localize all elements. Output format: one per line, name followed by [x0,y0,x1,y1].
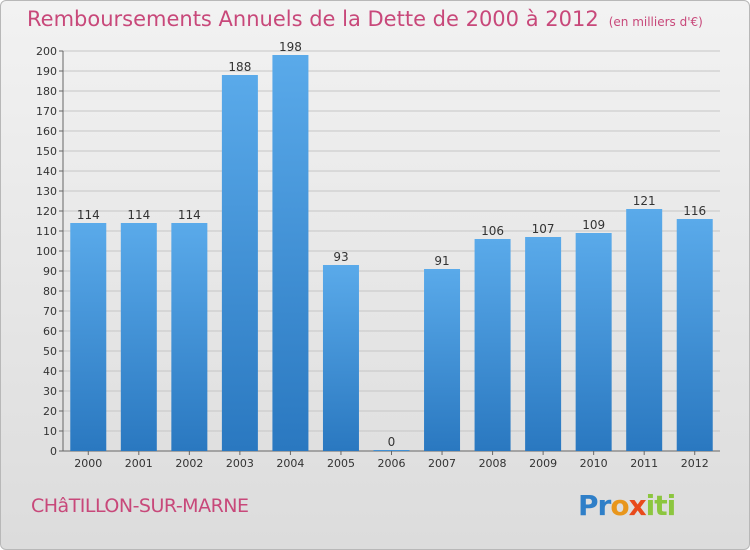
bar-2003 [221,75,258,451]
x-tick-label-2010: 2010 [580,457,608,470]
y-tick-label: 40 [43,365,57,378]
x-tick-label-2004: 2004 [276,457,304,470]
bar-2001 [120,223,157,451]
x-tick-label-2008: 2008 [479,457,507,470]
bar-2008 [474,239,511,451]
y-tick-label: 150 [36,145,57,158]
data-label-2012: 116 [683,204,706,218]
data-label-2006: 0 [388,435,396,449]
y-tick-label: 90 [43,265,57,278]
data-label-2002: 114 [178,208,201,222]
x-tick-label-2011: 2011 [630,457,658,470]
x-tick-label-2002: 2002 [175,457,203,470]
bar-2006 [373,450,410,451]
bar-2012 [676,219,713,451]
y-tick-label: 130 [36,185,57,198]
y-tick-label: 180 [36,85,57,98]
bar-chart: 0 10 20 30 40 50 60 70 80 90 100 110 120 130 140 150 160… [36,40,720,470]
x-tick-label-2000: 2000 [74,457,102,470]
y-tick-label: 80 [43,285,57,298]
logo-part-3: x [628,489,647,522]
y-tick-label: 50 [43,345,57,358]
y-tick-label: 70 [43,305,57,318]
y-tick-label: 10 [43,425,57,438]
data-label-2000: 114 [77,208,100,222]
chart-title: Remboursements Annuels de la Dette de 20… [27,7,703,31]
bar-2002 [171,223,208,451]
x-tick-label-2006: 2006 [378,457,406,470]
bar-2004 [272,55,309,451]
x-tick-label-2003: 2003 [226,457,254,470]
data-label-2005: 93 [333,250,348,264]
bar-2010 [575,233,612,451]
bars: 114 114 114 188 198 93 0 91 106 107 109 121 116 [70,40,713,451]
y-tick-label: 110 [36,225,57,238]
x-tick-label-2007: 2007 [428,457,456,470]
bar-2005 [322,265,359,451]
x-tick-label-2009: 2009 [529,457,557,470]
y-tick-label: 140 [36,165,57,178]
y-tick-label: 0 [50,445,57,458]
data-label-2003: 188 [228,60,251,74]
y-tick-label: 160 [36,125,57,138]
y-tick-label: 100 [36,245,57,258]
data-label-2009: 107 [532,222,555,236]
data-label-2011: 121 [633,194,656,208]
bar-2000 [70,223,107,451]
y-tick-label: 200 [36,45,57,58]
logo-part-1: Pr [578,489,611,522]
x-tick-label-2001: 2001 [125,457,153,470]
data-label-2010: 109 [582,218,605,232]
y-tick-label: 60 [43,325,57,338]
bar-2007 [424,269,461,451]
y-tick-label: 120 [36,205,57,218]
data-label-2007: 91 [434,254,449,268]
y-tick-label: 30 [43,385,57,398]
unit-label: (en milliers d'€) [608,15,703,29]
y-tick-label: 190 [36,65,57,78]
y-tick-label: 20 [43,405,57,418]
proxiti-logo: Proxiti [578,489,677,522]
bar-2011 [626,209,663,451]
x-tick-label-2012: 2012 [681,457,709,470]
x-tick-label-2005: 2005 [327,457,355,470]
data-label-2001: 114 [127,208,150,222]
logo-part-4: iti [645,489,677,522]
bar-2009 [525,237,562,451]
logo-part-2: o [610,489,629,522]
data-label-2008: 106 [481,224,504,238]
data-label-2004: 198 [279,40,302,54]
chart-title-text: Remboursements Annuels de la Dette de 20… [27,7,599,31]
grid-lines [63,50,720,452]
y-axis: 0 10 20 30 40 50 60 70 80 90 100 110 120 130 140 150 160… [36,45,720,470]
commune-name: CHâTILLON-SUR-MARNE [31,495,249,517]
y-tick-label: 170 [36,105,57,118]
